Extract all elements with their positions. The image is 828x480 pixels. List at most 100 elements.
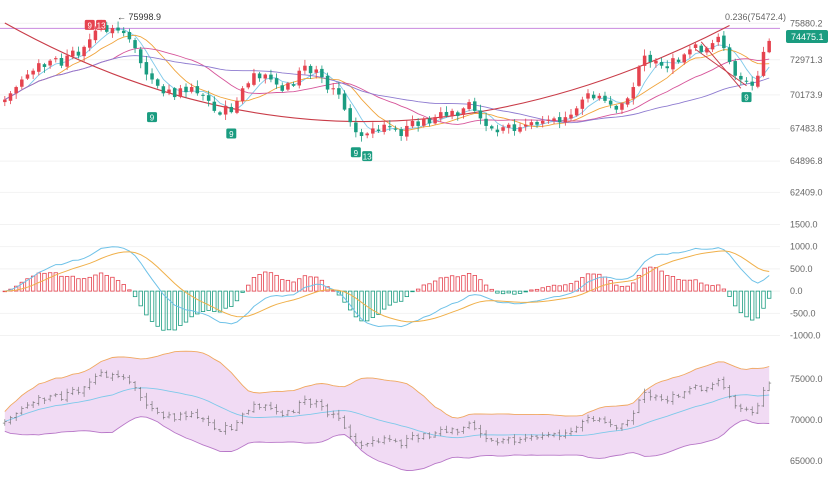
candle [246, 81, 251, 90]
macd-histogram-bar [81, 278, 87, 292]
macd-histogram-bar [132, 290, 138, 298]
boll-ohlc-bar [704, 386, 709, 393]
candle [195, 80, 200, 96]
boll-ohlc-bar [484, 430, 489, 443]
macd-histogram-bar [64, 276, 70, 292]
candle-body [348, 108, 352, 123]
macd-tick-label: 0.0 [790, 286, 803, 296]
boll-ohlc-bar [410, 431, 415, 441]
candle-body [359, 132, 364, 136]
macd-histogram-bar [297, 278, 302, 292]
boll-ohlc-bar [682, 391, 687, 399]
candle-body [172, 88, 177, 98]
candle [506, 122, 511, 134]
candle [484, 112, 488, 132]
candle-body [178, 88, 183, 97]
candle [240, 86, 245, 104]
macd-line [4, 246, 770, 328]
candle [110, 24, 115, 38]
candle-body [269, 74, 273, 80]
boll-ohlc-bar [653, 394, 658, 401]
boll-ohlc-bar [687, 386, 692, 395]
macd-histogram-bar [500, 290, 506, 295]
boll-ohlc-bar [421, 432, 426, 440]
candle-body [439, 112, 443, 119]
badge-box [741, 92, 752, 103]
candle [552, 116, 556, 124]
boll-ohlc-bar [133, 381, 138, 392]
boll-ohlc-bar [195, 408, 200, 419]
candle [512, 119, 517, 136]
candle-body [405, 125, 409, 137]
boll-ohlc-bar [217, 428, 222, 433]
macd-histogram-bar [546, 285, 551, 292]
candle-body [161, 86, 166, 94]
macd-histogram-bar [415, 288, 421, 292]
macd-histogram-bar [427, 283, 432, 292]
candle [20, 76, 24, 90]
candle-body [20, 79, 24, 87]
badge-text: 9 [150, 114, 155, 123]
candle-body [716, 36, 720, 43]
macd-histogram-bar [755, 290, 761, 319]
macd-histogram-bar [432, 280, 438, 292]
candle-body [625, 98, 630, 105]
candle [586, 89, 590, 103]
macd-histogram-bar [551, 284, 557, 292]
boll-ohlc-bar [302, 395, 307, 405]
boll-ohlc-bar [229, 423, 234, 431]
candle [331, 83, 335, 95]
candle [648, 50, 653, 68]
candle [535, 120, 539, 128]
candle-body [223, 105, 228, 115]
candle-body [365, 133, 369, 136]
candle-body [286, 83, 290, 90]
candle [161, 84, 166, 97]
boll-ohlc-bar [721, 376, 726, 390]
candle-body [727, 47, 732, 62]
candle [138, 46, 143, 69]
candle-body [591, 94, 596, 99]
candle-body [614, 105, 619, 110]
boll-tick-label: 70000.0 [790, 415, 823, 425]
candle [144, 55, 149, 81]
boll-ohlc-bar [540, 432, 545, 440]
candle-body [354, 122, 358, 133]
macd-histogram-bar [483, 284, 489, 292]
boll-ohlc-bar [331, 410, 336, 419]
badge-box [96, 19, 107, 30]
candle [750, 76, 754, 91]
macd-histogram-bar [319, 279, 325, 292]
candle-body [37, 63, 41, 72]
candle-body [155, 79, 160, 86]
boll-ohlc-bar [546, 431, 551, 438]
macd-histogram-bar [761, 290, 766, 309]
candle-body [48, 60, 52, 66]
candle-body [303, 65, 307, 71]
candle [665, 60, 670, 73]
candle [620, 102, 624, 115]
badge-box [350, 147, 361, 158]
macd-histogram-bar [53, 272, 58, 292]
candle-body [456, 112, 460, 116]
candle [699, 43, 703, 54]
candle-body [546, 119, 551, 121]
bollinger-mid [4, 387, 770, 439]
macd-histogram-bar [257, 274, 262, 292]
candle-body [597, 95, 602, 99]
candle [65, 49, 69, 71]
boll-ohlc-bar [268, 401, 273, 411]
boll-ohlc-bar [234, 419, 239, 432]
candle [716, 33, 720, 46]
macd-histogram-bar [534, 288, 540, 292]
candle-body [484, 118, 488, 126]
candle [31, 68, 35, 80]
candle-body [376, 129, 381, 131]
candle [14, 85, 18, 99]
macd-histogram-bar [149, 290, 155, 322]
boll-ohlc-bar [404, 434, 409, 449]
bollinger-panel [2, 350, 772, 471]
macd-histogram-bar [512, 290, 517, 295]
badge-text: 9 [354, 149, 359, 158]
